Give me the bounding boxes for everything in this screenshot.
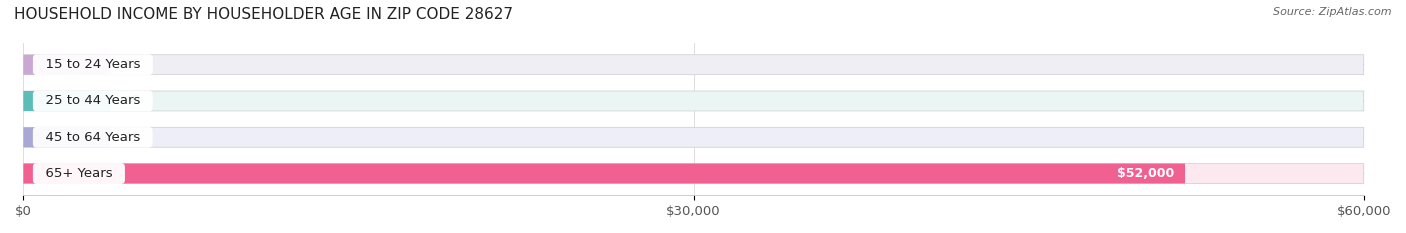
FancyBboxPatch shape (24, 164, 1364, 184)
FancyBboxPatch shape (24, 55, 111, 75)
Text: $52,000: $52,000 (1116, 167, 1174, 180)
Text: 45 to 64 Years: 45 to 64 Years (37, 131, 149, 144)
Text: $0: $0 (124, 95, 141, 107)
Text: 25 to 44 Years: 25 to 44 Years (37, 95, 149, 107)
Text: Source: ZipAtlas.com: Source: ZipAtlas.com (1274, 7, 1392, 17)
FancyBboxPatch shape (24, 55, 1364, 75)
FancyBboxPatch shape (24, 91, 1364, 111)
FancyBboxPatch shape (24, 127, 1364, 147)
Text: $0: $0 (124, 58, 141, 71)
FancyBboxPatch shape (24, 91, 111, 111)
Text: 15 to 24 Years: 15 to 24 Years (37, 58, 149, 71)
FancyBboxPatch shape (24, 127, 111, 147)
Text: $0: $0 (124, 131, 141, 144)
FancyBboxPatch shape (24, 164, 1185, 184)
Text: HOUSEHOLD INCOME BY HOUSEHOLDER AGE IN ZIP CODE 28627: HOUSEHOLD INCOME BY HOUSEHOLDER AGE IN Z… (14, 7, 513, 22)
Text: 65+ Years: 65+ Years (37, 167, 121, 180)
